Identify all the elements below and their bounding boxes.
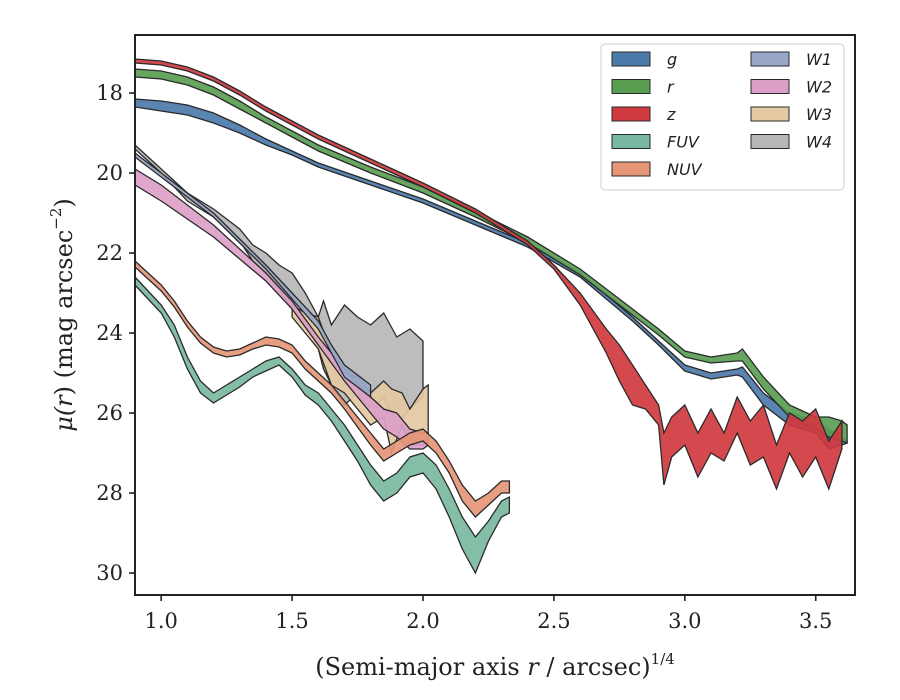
band-fuv bbox=[135, 276, 511, 575]
legend-swatch-g bbox=[611, 51, 651, 67]
legend-label-g: g bbox=[667, 50, 677, 69]
legend-swatch-fuv bbox=[611, 134, 651, 149]
y-tick-label: 30 bbox=[96, 561, 123, 585]
legend-label-w2: W2 bbox=[806, 78, 832, 97]
legend-label-r: r bbox=[667, 78, 675, 97]
y-tick-label: 26 bbox=[96, 401, 123, 425]
legend: grz FUV NUV W1 W2 W3 W4 bbox=[600, 43, 845, 191]
legend-label-w4: W4 bbox=[806, 133, 832, 152]
band-nuv bbox=[135, 260, 511, 518]
legend-label-nuv: NUV bbox=[667, 160, 703, 179]
y-tick-label: 18 bbox=[96, 81, 123, 105]
legend-swatch-w3 bbox=[750, 106, 790, 122]
legend-label-w3: W3 bbox=[806, 105, 832, 124]
x-axis: 1.0 1.5 2.0 2.5 3.0 3.5 bbox=[144, 595, 832, 633]
legend-swatch-w2 bbox=[750, 79, 790, 94]
y-tick-label: 24 bbox=[96, 321, 123, 345]
band-w1 bbox=[135, 152, 372, 399]
legend-swatch-nuv bbox=[611, 161, 651, 177]
legend-label-w1: W1 bbox=[806, 50, 832, 69]
y-tick-label: 20 bbox=[96, 161, 123, 185]
band-z bbox=[135, 58, 843, 491]
legend-swatch-z bbox=[611, 106, 651, 122]
y-tick-label: 28 bbox=[96, 481, 123, 505]
legend-swatch-r bbox=[611, 79, 651, 94]
x-tick-label: 3.0 bbox=[668, 609, 701, 633]
legend-swatch-w4 bbox=[750, 134, 790, 149]
x-tick-label: 1.5 bbox=[275, 609, 308, 633]
x-axis-label: (Semi-major axis r / arcsec)1/4 bbox=[315, 650, 675, 681]
band-layer bbox=[135, 58, 848, 575]
band-r bbox=[135, 68, 848, 444]
x-tick-label: 2.0 bbox=[406, 609, 439, 633]
y-axis-label: μ(r) (mag arcsec−2) bbox=[47, 198, 78, 432]
y-axis: 18 20 22 24 26 28 30 bbox=[96, 81, 135, 585]
x-tick-label: 1.0 bbox=[144, 609, 177, 633]
legend-label-z: z bbox=[666, 105, 676, 124]
legend-label-fuv: FUV bbox=[667, 133, 700, 152]
legend-swatch-w1 bbox=[750, 51, 790, 67]
y-tick-label: 22 bbox=[96, 241, 123, 265]
x-tick-label: 3.5 bbox=[799, 609, 832, 633]
x-tick-label: 2.5 bbox=[537, 609, 570, 633]
plot-frame bbox=[134, 34, 856, 596]
